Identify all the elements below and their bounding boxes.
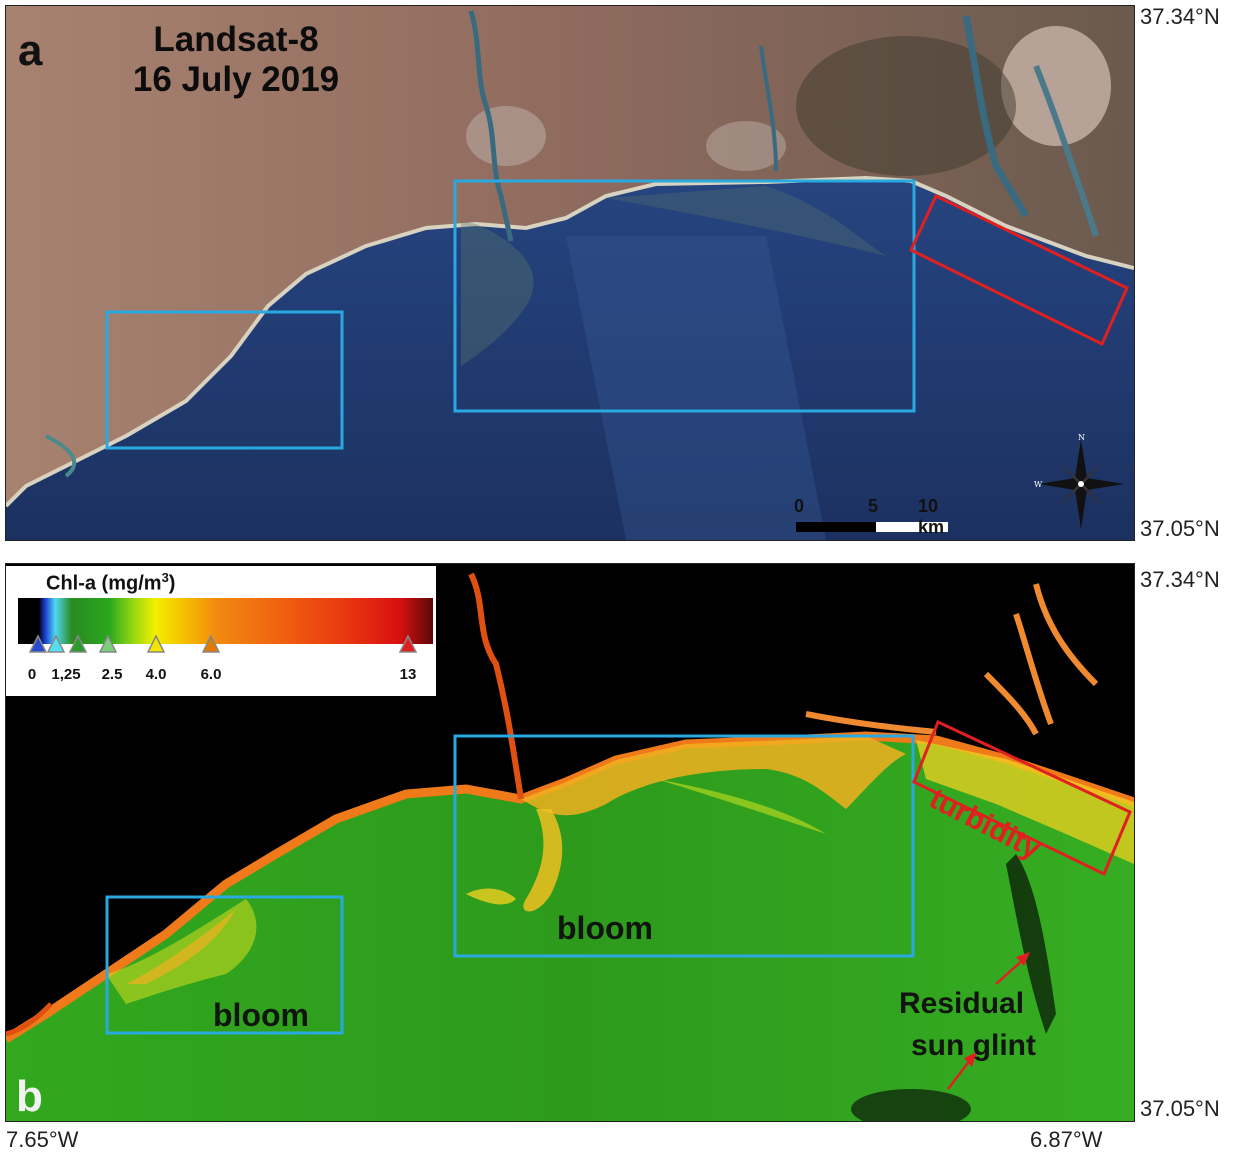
- bloom-patch: [466, 888, 516, 905]
- scale-label-5: 5: [868, 496, 879, 516]
- panel-a-satellite-image: a Landsat-8 16 July 2019 0 5 10 km N W: [5, 5, 1135, 541]
- bloom-box-west: [105, 310, 344, 450]
- glint-swath: [566, 236, 826, 540]
- bloom-patch-central: [521, 736, 906, 816]
- legend-color-bar: [18, 598, 433, 644]
- latitude-bottom-b: 37.05°N: [1140, 1096, 1220, 1121]
- urban-area: [466, 106, 546, 166]
- glint-label-line2: sun glint: [911, 1029, 1036, 1062]
- legend-tick-marker: [201, 634, 221, 653]
- legend-tick-markers: [28, 634, 418, 653]
- legend-tick-marker: [46, 634, 66, 653]
- legend-tick-marker: [28, 634, 48, 653]
- svg-text:N: N: [1078, 434, 1085, 442]
- legend-tick-label: 6.0: [200, 666, 222, 683]
- legend-tick-marker: [98, 634, 118, 653]
- bloom-label-west: bloom: [213, 997, 309, 1033]
- legend-tick-label: 0: [27, 666, 37, 683]
- river: [468, 572, 524, 800]
- river: [759, 45, 778, 172]
- latitude-top-a: 37.34°N: [1140, 4, 1220, 29]
- river: [6, 1002, 53, 1037]
- sun-glint-patch: [851, 1089, 971, 1121]
- river: [1033, 64, 1099, 237]
- turbidity-zone: [916, 740, 1134, 864]
- arrowhead-icon: [964, 1052, 977, 1067]
- legend-tick-label: 1,25: [51, 666, 81, 683]
- legend-tick-marker: [146, 634, 166, 653]
- legend-tick-label: 2.5: [101, 666, 123, 683]
- river: [962, 15, 1030, 218]
- dark-vegetation: [796, 36, 1016, 176]
- bloom-label-central: bloom: [557, 910, 653, 946]
- turbidity-box: [909, 193, 1129, 347]
- scale-label-0: 0: [794, 496, 805, 516]
- compass-rose-icon: N W: [1034, 434, 1124, 529]
- scale-bar-white-segment: [876, 522, 948, 532]
- legend-tick-marker: [398, 634, 418, 653]
- longitude-right: 6.87°W: [1030, 1127, 1103, 1152]
- legend-tick-label: 4.0: [145, 666, 167, 683]
- bloom-box-central: [453, 179, 916, 413]
- chlorophyll-legend: Chl-a (mg/m3) 0 1,25 2.5 4.0 6.0 13: [6, 566, 436, 696]
- bloom-box-central: [453, 734, 915, 958]
- turbidity-box: [912, 719, 1132, 877]
- plume: [606, 186, 886, 256]
- urban-area: [1001, 26, 1111, 146]
- latitude-bottom-a: 37.05°N: [1140, 516, 1220, 541]
- acquisition-date: 16 July 2019: [132, 60, 340, 99]
- legend-title: Chl-a (mg/m3): [46, 570, 176, 595]
- arrowhead-icon: [1016, 952, 1030, 966]
- scale-bar-black-segment: [796, 522, 876, 532]
- satellite-rgb-map: [6, 6, 1134, 540]
- bloom-box-west: [105, 895, 344, 1035]
- image-title: Landsat-8 16 July 2019: [101, 20, 371, 100]
- plume: [461, 221, 534, 366]
- latitude-top-b: 37.34°N: [1140, 567, 1220, 592]
- glint-label-line1: Residual: [899, 987, 1025, 1020]
- scale-label-10km: 10 km: [918, 496, 945, 537]
- longitude-left: 7.65°W: [6, 1127, 79, 1152]
- panel-letter-a: a: [18, 26, 43, 75]
- legend-tick-label: 13: [399, 666, 417, 683]
- arrow-line: [995, 958, 1025, 985]
- panel-letter-b: b: [16, 1072, 43, 1121]
- coastline: [6, 175, 1134, 508]
- river: [468, 10, 514, 242]
- sun-glint-streak: [1006, 854, 1056, 1034]
- legend-tick-marker: [68, 634, 88, 653]
- svg-text:W: W: [1034, 480, 1043, 489]
- sensor-name: Landsat-8: [153, 20, 319, 59]
- urban-area: [706, 121, 786, 171]
- river: [45, 434, 77, 478]
- sea-chlorophyll: [6, 736, 1134, 1121]
- arrow-line: [947, 1058, 972, 1090]
- bloom-patch-plume: [523, 809, 563, 912]
- panel-b-chlorophyll-map: b bloom bloom turbidity Residual sun gli…: [5, 563, 1135, 1122]
- river: [805, 583, 1099, 736]
